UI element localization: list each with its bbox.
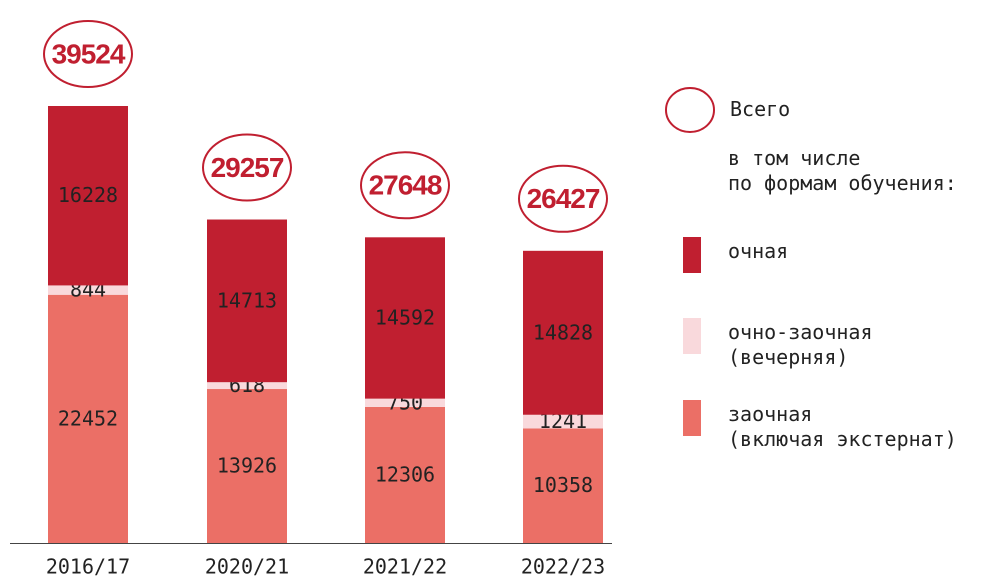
bar-segment xyxy=(207,219,287,383)
total-label: 27648 xyxy=(369,170,442,201)
x-tick-label: 2020/21 xyxy=(205,555,289,579)
total-circle xyxy=(43,20,133,88)
legend-swatch xyxy=(683,318,701,354)
legend-swatch xyxy=(683,237,701,273)
value-label: 22452 xyxy=(58,406,118,430)
legend-subtitle: в том числе по формам обучения: xyxy=(728,146,957,195)
legend-label: очно-заочная (вечерняя) xyxy=(728,320,873,369)
total-circle xyxy=(202,133,292,202)
value-label: 14713 xyxy=(217,288,277,312)
bar-segment xyxy=(365,237,445,399)
bar-segment xyxy=(207,382,287,390)
total-circle xyxy=(360,151,450,220)
bar-segment xyxy=(48,106,128,286)
value-label: 12306 xyxy=(375,462,435,486)
bar-segment xyxy=(48,285,128,295)
total-label: 26427 xyxy=(527,183,600,214)
legend-label: заочная (включая экстернат) xyxy=(728,402,957,451)
bar-segment xyxy=(365,398,445,407)
bar-segment xyxy=(523,428,603,543)
x-tick-label: 2021/22 xyxy=(363,555,447,579)
total-circle xyxy=(518,164,608,233)
x-tick-label: 2016/17 xyxy=(46,555,130,579)
x-tick-label: 2022/23 xyxy=(521,555,605,579)
value-label: 13926 xyxy=(217,454,277,478)
value-label: 14592 xyxy=(375,305,435,329)
legend-label: очная xyxy=(728,239,789,263)
bar-segment xyxy=(48,294,128,543)
legend-swatch xyxy=(683,400,701,436)
value-label: 16228 xyxy=(58,183,118,207)
bar-segment xyxy=(523,414,603,429)
legend-total-icon xyxy=(665,87,715,133)
bar-segment xyxy=(365,406,445,543)
bar-segment xyxy=(207,389,287,543)
total-label: 29257 xyxy=(211,152,284,183)
legend-total: Всего xyxy=(730,97,791,121)
value-label: 10358 xyxy=(533,473,593,497)
bar-segment xyxy=(523,250,603,415)
value-label: 14828 xyxy=(533,320,593,344)
total-label: 39524 xyxy=(52,38,126,69)
